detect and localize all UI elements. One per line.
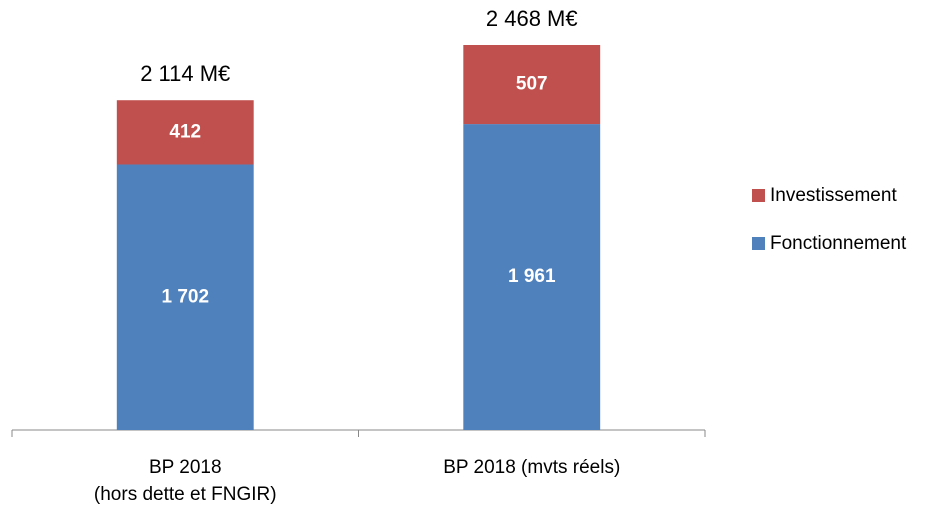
total-label: 2 468 M€: [486, 6, 578, 31]
legend-label: Fonctionnement: [770, 233, 907, 254]
total-label: 2 114 M€: [140, 61, 230, 86]
legend-swatch: [752, 237, 765, 250]
bar-segment: [463, 124, 601, 430]
x-tick-label: BP 2018 (hors dette et FNGIR): [94, 457, 277, 505]
legend-label: Investissement: [770, 185, 897, 206]
bar-segment: [463, 45, 601, 125]
bar-segment: [116, 164, 254, 430]
bar-segment: [116, 100, 254, 165]
value-label: 412: [169, 121, 201, 142]
value-label: 1 961: [508, 266, 556, 287]
value-label: 1 702: [161, 286, 209, 307]
legend-swatch: [752, 189, 765, 202]
value-label: 507: [516, 74, 548, 95]
x-tick-label: BP 2018 (mvts réels): [443, 457, 620, 478]
